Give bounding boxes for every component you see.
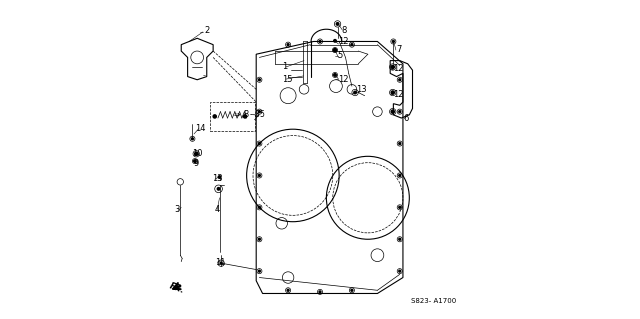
Circle shape: [391, 65, 394, 69]
Text: 12: 12: [338, 75, 348, 84]
Circle shape: [319, 291, 321, 293]
Circle shape: [351, 44, 353, 46]
Text: 4: 4: [215, 205, 220, 214]
Text: S823- A1700: S823- A1700: [411, 299, 456, 304]
Circle shape: [194, 160, 196, 162]
Text: 7: 7: [396, 45, 401, 54]
Text: 13: 13: [212, 174, 223, 183]
Text: 12: 12: [338, 37, 348, 46]
Circle shape: [399, 206, 401, 208]
Text: $\Rightarrow$ B- 35: $\Rightarrow$ B- 35: [232, 108, 266, 119]
Circle shape: [259, 238, 260, 240]
Circle shape: [391, 91, 394, 94]
Circle shape: [399, 238, 401, 240]
Circle shape: [191, 138, 193, 140]
Circle shape: [399, 111, 401, 113]
Text: 12: 12: [393, 64, 403, 73]
Circle shape: [218, 176, 221, 178]
Circle shape: [399, 270, 401, 272]
Circle shape: [319, 41, 321, 42]
Circle shape: [399, 143, 401, 145]
Text: 3: 3: [174, 205, 179, 214]
Circle shape: [399, 174, 401, 176]
Text: 15: 15: [282, 75, 293, 84]
Circle shape: [218, 188, 220, 190]
Circle shape: [391, 110, 394, 113]
Text: 2: 2: [204, 26, 209, 35]
Text: 1: 1: [282, 62, 287, 71]
Circle shape: [259, 270, 260, 272]
Circle shape: [287, 289, 289, 291]
Text: 6: 6: [404, 114, 409, 122]
Text: 10: 10: [193, 149, 203, 158]
Circle shape: [333, 40, 336, 42]
Circle shape: [259, 206, 260, 208]
Text: 13: 13: [356, 85, 366, 94]
Circle shape: [392, 41, 394, 42]
Circle shape: [220, 262, 222, 264]
Text: 9: 9: [194, 159, 199, 168]
Circle shape: [336, 23, 339, 25]
Circle shape: [259, 79, 260, 81]
Circle shape: [351, 289, 353, 291]
Text: FR.: FR.: [168, 281, 186, 295]
Circle shape: [287, 44, 289, 46]
Text: 5: 5: [338, 51, 343, 60]
Circle shape: [213, 115, 216, 118]
Circle shape: [333, 74, 336, 76]
Text: 11: 11: [215, 258, 225, 267]
Circle shape: [243, 115, 246, 118]
Text: 12: 12: [393, 90, 403, 99]
Circle shape: [399, 79, 401, 81]
Circle shape: [259, 143, 260, 145]
Circle shape: [333, 48, 337, 52]
Text: 8: 8: [342, 26, 347, 35]
Circle shape: [354, 91, 356, 94]
Circle shape: [259, 111, 260, 113]
Text: 14: 14: [196, 124, 206, 133]
Circle shape: [195, 152, 198, 155]
Circle shape: [259, 174, 260, 176]
